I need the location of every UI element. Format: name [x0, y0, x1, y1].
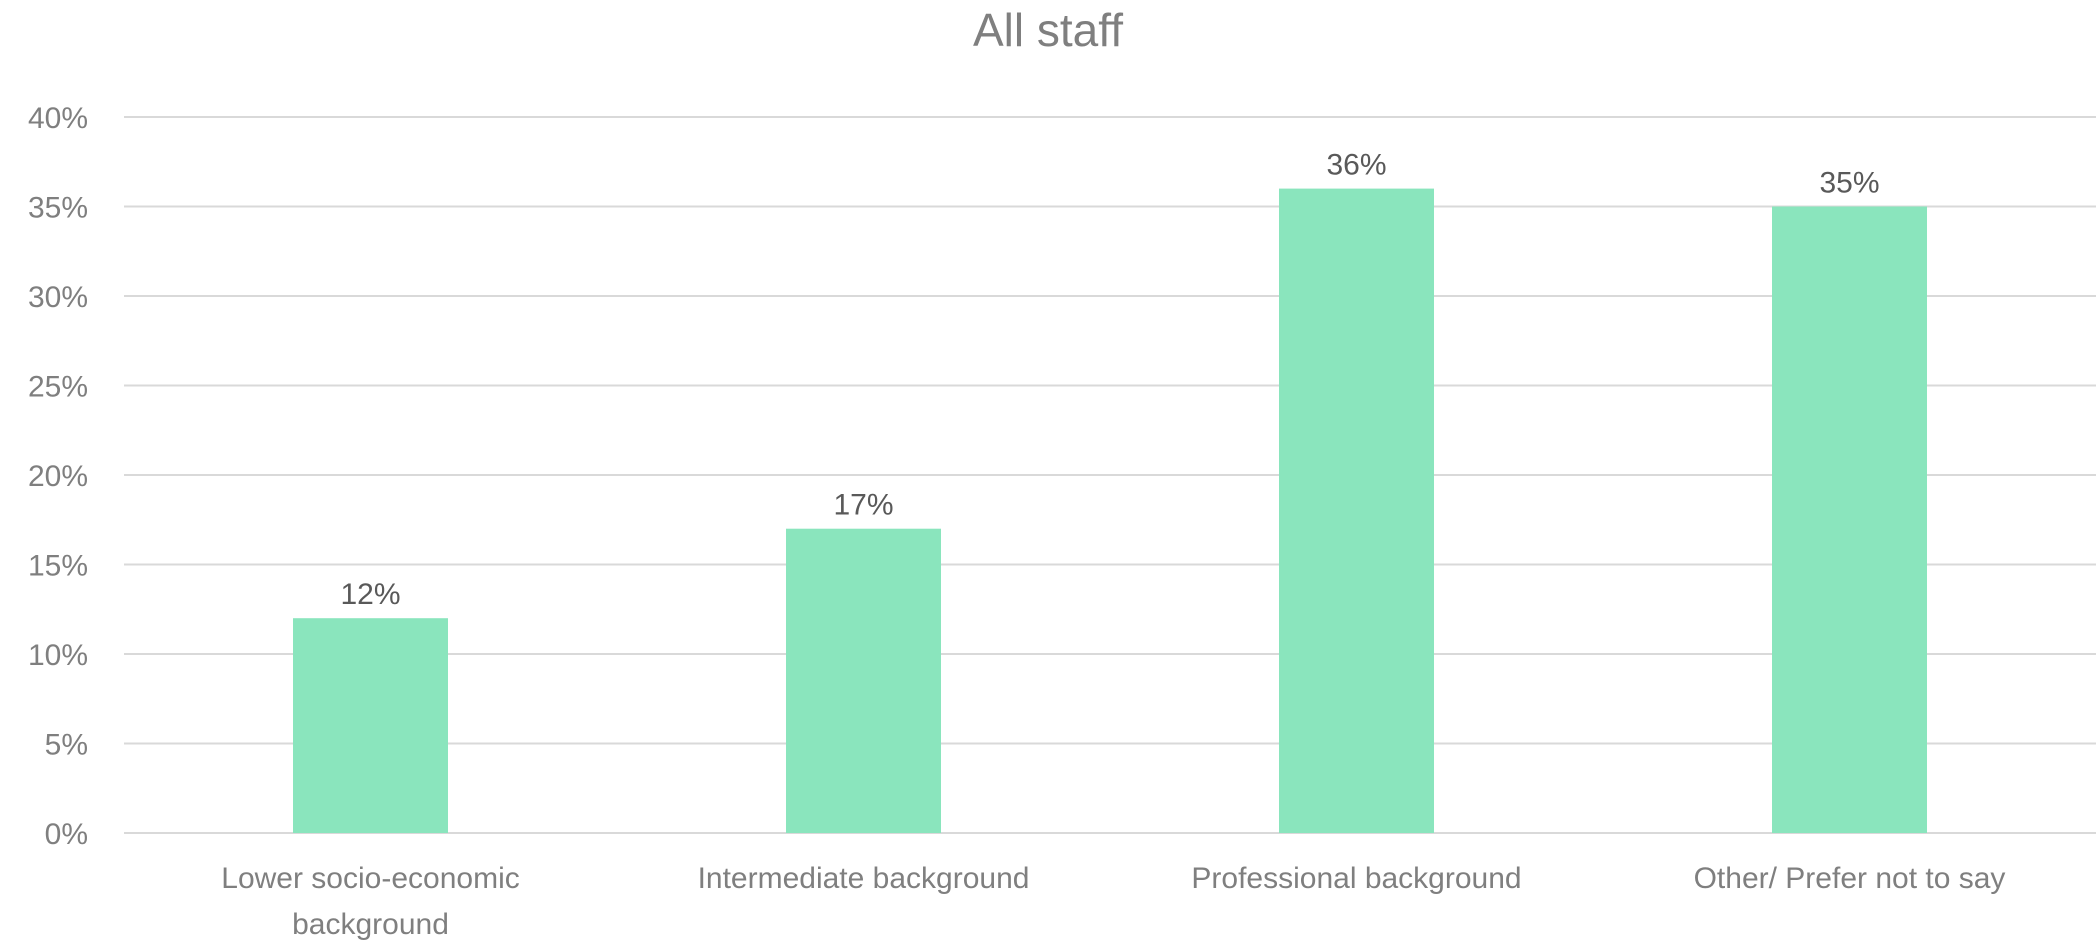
y-axis-ticks: 0% 5% 10% 15% 20% 25% 30% 35% 40%	[28, 102, 88, 851]
bars	[293, 188, 1927, 834]
x-category-line: Other/ Prefer not to say	[1694, 862, 2006, 895]
y-tick-label: 10%	[28, 639, 88, 672]
y-tick-label: 30%	[28, 281, 88, 314]
x-axis-categories: Lower socio-economic background Intermedia…	[221, 862, 2005, 941]
x-category-line: Intermediate background	[698, 862, 1030, 895]
y-tick-label: 35%	[28, 192, 88, 225]
x-category-label: Professional background	[1191, 862, 1521, 895]
data-label: 35%	[1819, 167, 1879, 200]
x-category-label: Intermediate background	[698, 862, 1030, 895]
y-tick-label: 0%	[45, 818, 88, 851]
bar	[1772, 206, 1927, 833]
data-label: 17%	[833, 489, 893, 522]
data-label: 36%	[1326, 149, 1386, 182]
x-category-label: Lower socio-economic background	[221, 862, 519, 941]
y-tick-label: 20%	[28, 460, 88, 493]
y-tick-label: 5%	[45, 729, 88, 762]
y-tick-label: 40%	[28, 102, 88, 135]
x-category-line: Lower socio-economic	[221, 862, 519, 895]
data-label: 12%	[340, 578, 400, 611]
gridlines	[124, 116, 2096, 834]
x-category-label: Other/ Prefer not to say	[1694, 862, 2006, 895]
chart-title: All staff	[973, 4, 1123, 56]
bar	[1279, 188, 1434, 834]
bar	[786, 528, 941, 833]
y-tick-label: 25%	[28, 371, 88, 404]
y-tick-label: 15%	[28, 550, 88, 583]
data-labels: 12% 17% 36% 35%	[340, 149, 1879, 612]
bar	[293, 618, 448, 833]
x-category-line: background	[292, 908, 449, 941]
x-category-line: Professional background	[1191, 862, 1521, 895]
